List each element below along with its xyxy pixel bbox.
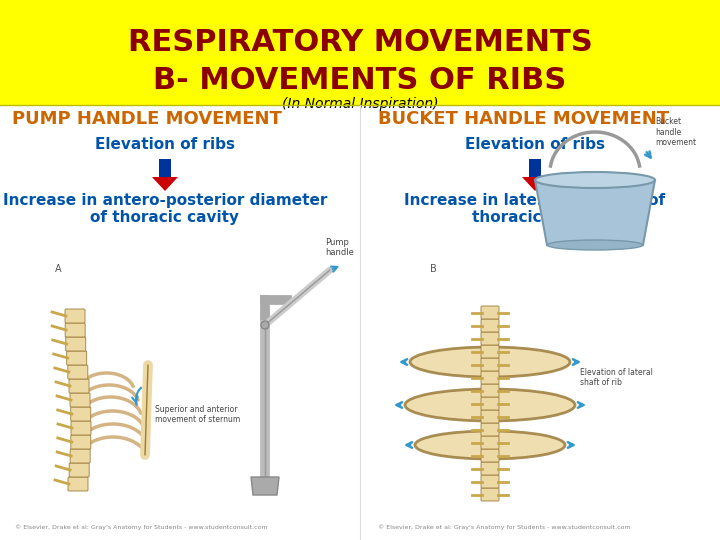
FancyBboxPatch shape bbox=[66, 337, 86, 351]
FancyBboxPatch shape bbox=[481, 397, 499, 410]
Ellipse shape bbox=[535, 172, 655, 188]
Ellipse shape bbox=[405, 389, 575, 421]
Text: A: A bbox=[55, 264, 62, 274]
FancyBboxPatch shape bbox=[481, 423, 499, 436]
FancyBboxPatch shape bbox=[68, 365, 88, 379]
FancyBboxPatch shape bbox=[71, 407, 91, 421]
Polygon shape bbox=[535, 180, 655, 245]
FancyBboxPatch shape bbox=[70, 449, 90, 463]
FancyBboxPatch shape bbox=[71, 435, 91, 449]
Text: Elevation of lateral
shaft of rib: Elevation of lateral shaft of rib bbox=[580, 368, 653, 387]
Text: Increase in lateral diameter of
thoracic cavity: Increase in lateral diameter of thoracic… bbox=[405, 193, 665, 225]
FancyBboxPatch shape bbox=[481, 410, 499, 423]
FancyBboxPatch shape bbox=[71, 421, 91, 435]
Circle shape bbox=[261, 321, 269, 329]
Polygon shape bbox=[152, 177, 178, 191]
Text: B: B bbox=[430, 264, 437, 274]
Ellipse shape bbox=[410, 347, 570, 377]
FancyBboxPatch shape bbox=[481, 371, 499, 384]
FancyBboxPatch shape bbox=[481, 332, 499, 345]
FancyBboxPatch shape bbox=[69, 463, 89, 477]
Polygon shape bbox=[522, 177, 548, 191]
Text: Pump
handle: Pump handle bbox=[325, 238, 354, 257]
FancyBboxPatch shape bbox=[67, 351, 86, 365]
FancyBboxPatch shape bbox=[481, 345, 499, 358]
Polygon shape bbox=[529, 159, 541, 177]
Text: BUCKET HANDLE MOVEMENT: BUCKET HANDLE MOVEMENT bbox=[378, 110, 669, 128]
Text: Elevation of ribs: Elevation of ribs bbox=[465, 137, 605, 152]
Text: (In Normal Inspiration): (In Normal Inspiration) bbox=[282, 97, 438, 111]
FancyBboxPatch shape bbox=[481, 475, 499, 488]
Text: Elevation of ribs: Elevation of ribs bbox=[95, 137, 235, 152]
FancyBboxPatch shape bbox=[481, 384, 499, 397]
Polygon shape bbox=[159, 159, 171, 177]
Text: RESPIRATORY MOVEMENTS: RESPIRATORY MOVEMENTS bbox=[127, 28, 593, 57]
Text: B- MOVEMENTS OF RIBS: B- MOVEMENTS OF RIBS bbox=[153, 66, 567, 95]
FancyBboxPatch shape bbox=[65, 309, 85, 323]
Ellipse shape bbox=[547, 240, 643, 250]
FancyBboxPatch shape bbox=[69, 379, 89, 393]
Text: PUMP HANDLE MOVEMENT: PUMP HANDLE MOVEMENT bbox=[12, 110, 282, 128]
Text: Superior and anterior
movement of sternum: Superior and anterior movement of sternu… bbox=[155, 404, 240, 424]
FancyBboxPatch shape bbox=[481, 436, 499, 449]
Text: Increase in antero-posterior diameter
of thoracic cavity: Increase in antero-posterior diameter of… bbox=[3, 193, 327, 225]
Polygon shape bbox=[251, 477, 279, 495]
Polygon shape bbox=[0, 0, 720, 105]
Ellipse shape bbox=[415, 431, 565, 459]
FancyBboxPatch shape bbox=[70, 393, 90, 407]
Text: © Elsevier, Drake et al: Gray's Anatomy for Students - www.studentconsult.com: © Elsevier, Drake et al: Gray's Anatomy … bbox=[378, 524, 631, 530]
FancyBboxPatch shape bbox=[481, 319, 499, 332]
FancyBboxPatch shape bbox=[481, 488, 499, 501]
FancyBboxPatch shape bbox=[481, 449, 499, 462]
FancyBboxPatch shape bbox=[481, 306, 499, 319]
FancyBboxPatch shape bbox=[481, 462, 499, 475]
Text: Bucket
handle
movement: Bucket handle movement bbox=[655, 117, 696, 147]
Text: © Elsevier, Drake et al: Gray's Anatomy for Students - www.studentconsult.com: © Elsevier, Drake et al: Gray's Anatomy … bbox=[15, 524, 268, 530]
FancyBboxPatch shape bbox=[65, 323, 85, 337]
FancyBboxPatch shape bbox=[481, 358, 499, 371]
FancyBboxPatch shape bbox=[68, 477, 88, 491]
